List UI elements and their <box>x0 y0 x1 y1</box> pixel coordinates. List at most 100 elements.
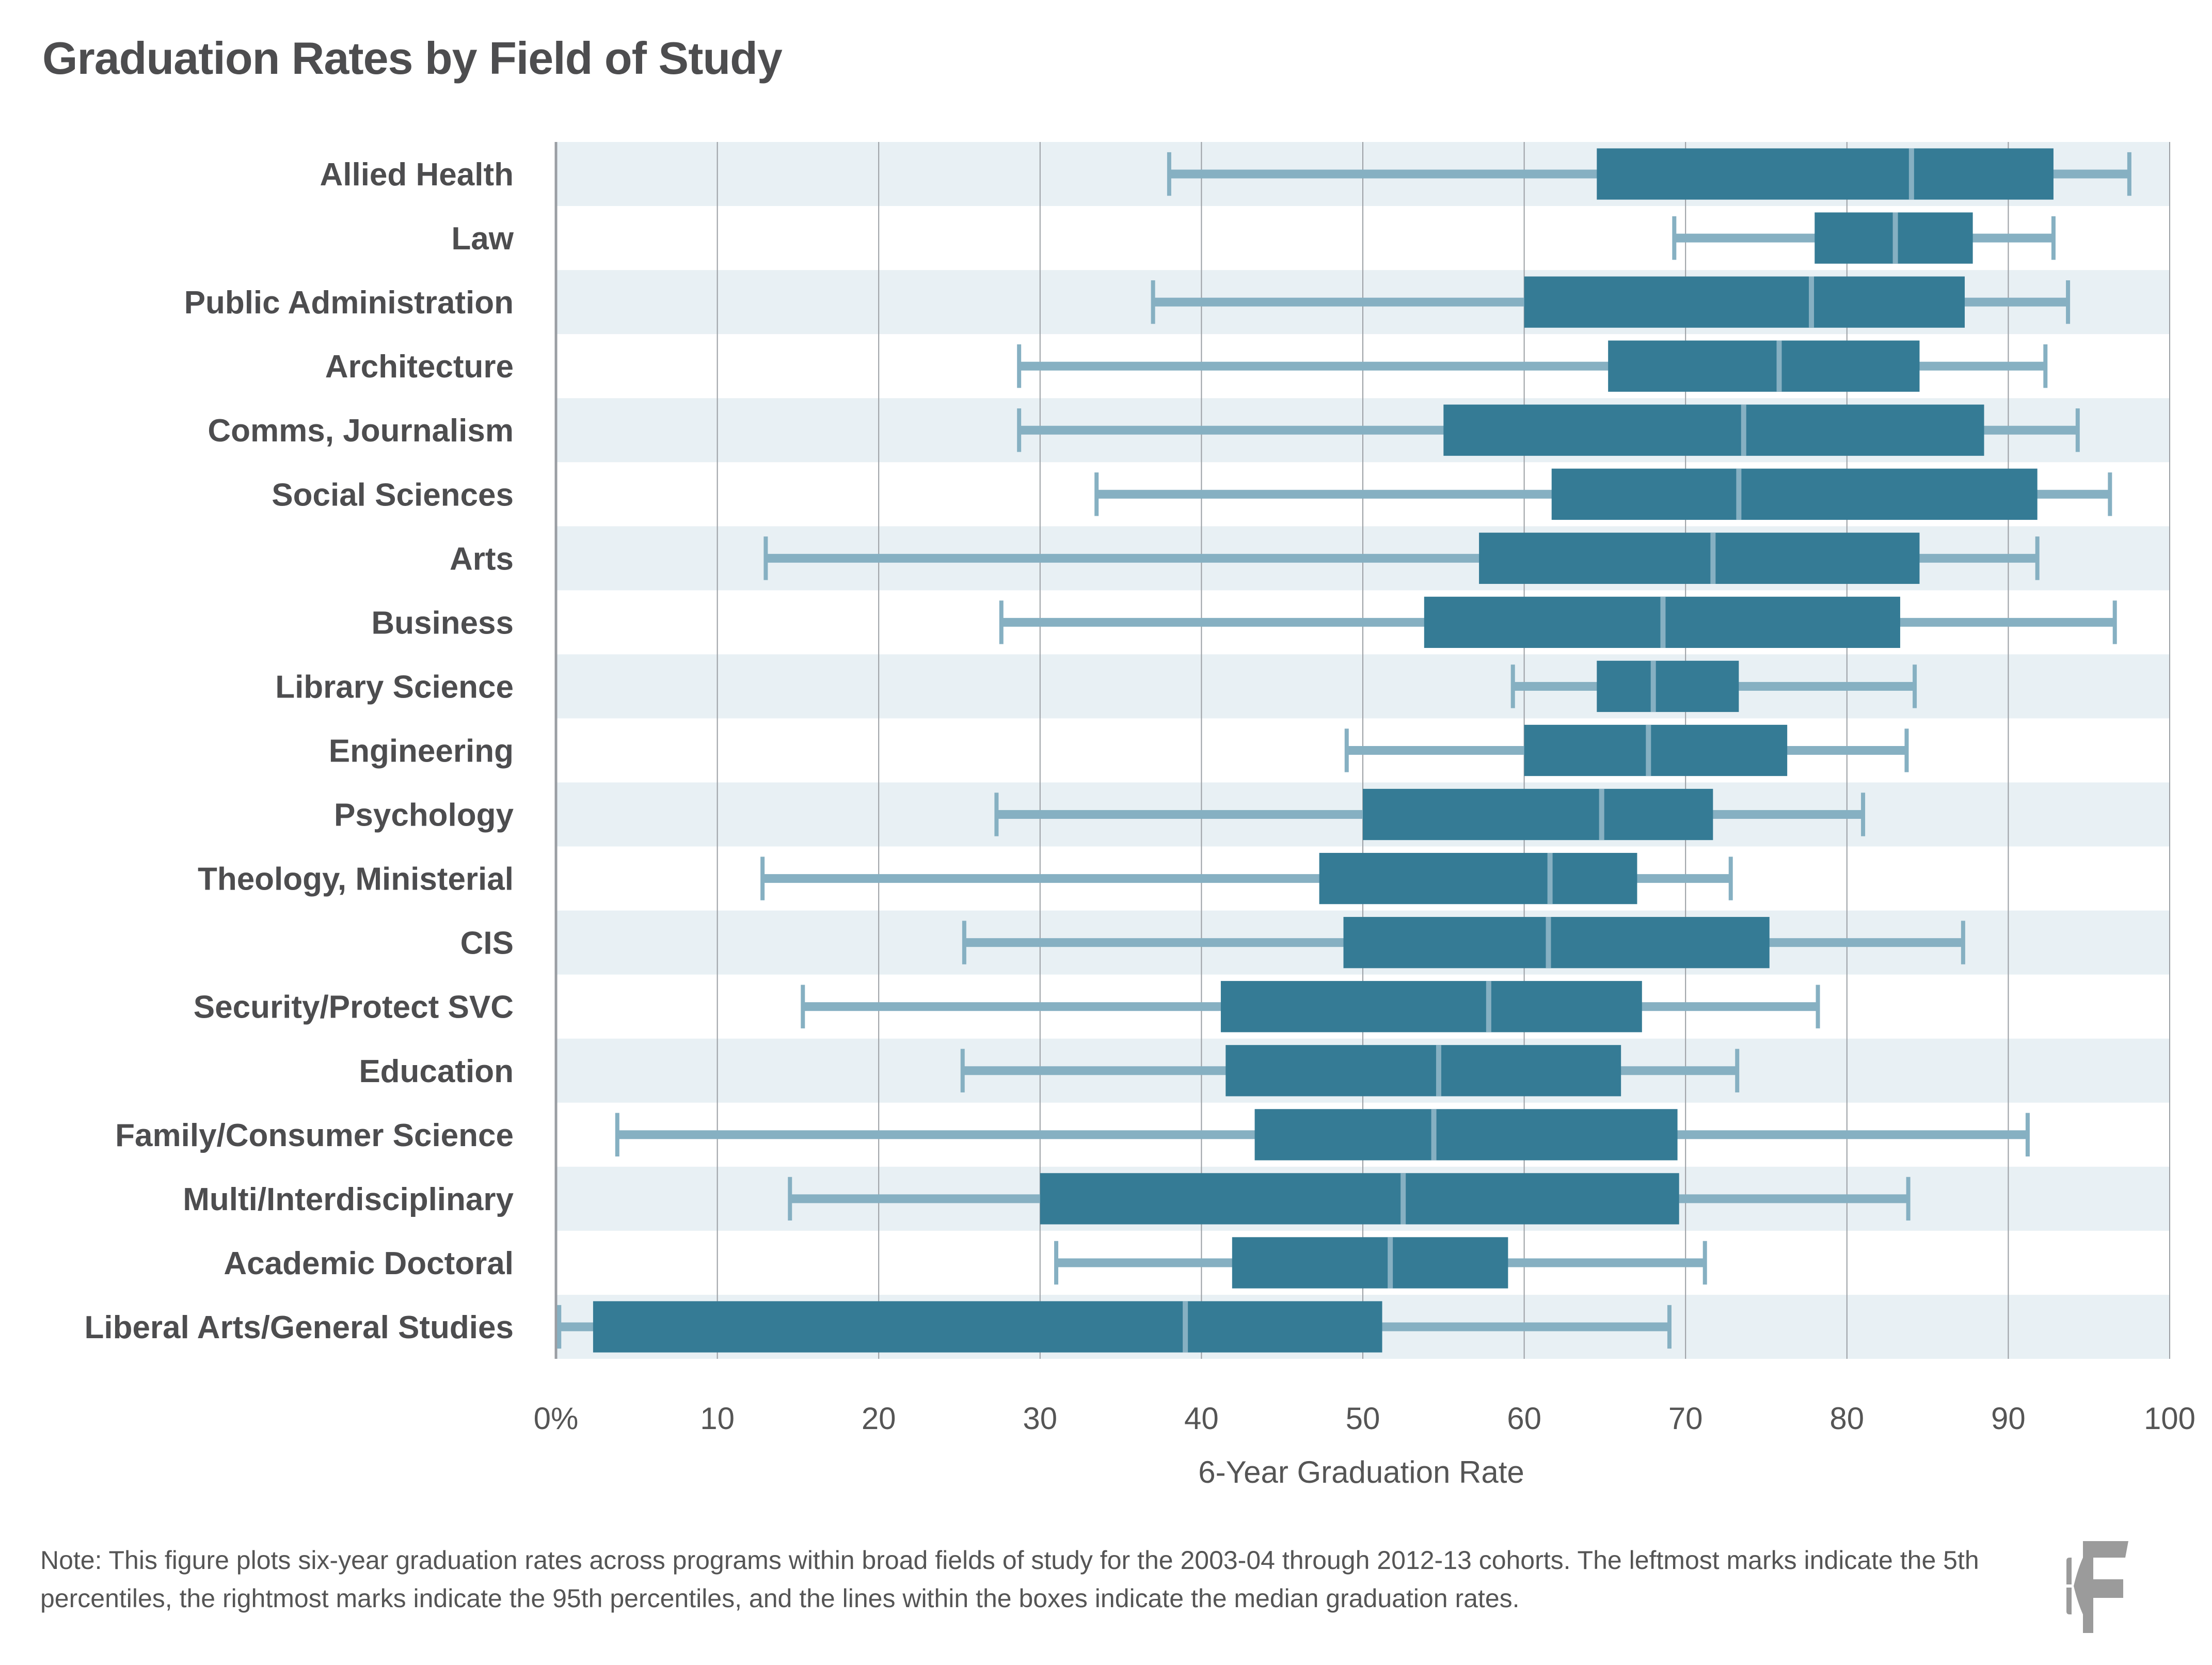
median-line <box>1547 852 1553 905</box>
iqr-box <box>1597 660 1739 712</box>
whisker-cap-p5 <box>615 1113 619 1156</box>
median-line <box>1710 532 1716 584</box>
x-tick-label: 40 <box>1184 1401 1219 1436</box>
median-line <box>1741 404 1746 456</box>
chart-title: Graduation Rates by Field of Study <box>42 33 783 84</box>
whisker-cap-p95 <box>2112 600 2117 644</box>
iqr-box <box>1226 1045 1621 1097</box>
whisker-cap-p5 <box>1344 728 1349 772</box>
whisker-cap-p95 <box>1861 792 1866 836</box>
category-label: Business <box>371 605 514 641</box>
box-item <box>962 917 1965 969</box>
category-label: Comms, Journalism <box>208 413 514 449</box>
median-line <box>1431 1109 1437 1161</box>
x-tick-label: 80 <box>1829 1401 1864 1436</box>
category-label: Allied Health <box>320 157 514 193</box>
box-item <box>1017 340 2048 392</box>
whisker-cap-p95 <box>1667 1305 1672 1349</box>
x-tick-label: 0% <box>534 1401 579 1436</box>
whisker-cap-p5 <box>788 1177 792 1221</box>
iqr-box <box>1524 724 1788 776</box>
box-item <box>1017 404 2080 456</box>
iqr-box <box>1608 340 1920 392</box>
category-label: Psychology <box>334 798 514 833</box>
box-item <box>1672 212 2056 264</box>
whisker-cap-p5 <box>557 1305 562 1349</box>
median-line <box>1809 276 1815 328</box>
whisker-cap-p95 <box>1816 985 1820 1028</box>
whisker-cap-p95 <box>1904 728 1909 772</box>
category-label: Law <box>451 221 514 257</box>
box-item <box>1510 660 1917 712</box>
box-item <box>1151 276 2071 328</box>
median-line <box>1908 148 1914 200</box>
whisker-cap-p5 <box>960 1049 965 1092</box>
box-series <box>557 148 2131 1353</box>
iqr-box <box>1363 788 1713 841</box>
box-item <box>557 1301 1672 1353</box>
whisker-cap-p5 <box>994 792 999 836</box>
x-tick-label: 60 <box>1507 1401 1541 1436</box>
category-label: Arts <box>450 541 514 577</box>
box-item <box>1167 148 2131 200</box>
median-line <box>1650 660 1656 712</box>
category-label: Library Science <box>275 669 514 705</box>
iqr-box <box>1443 404 1984 456</box>
footnote: Note: This figure plots six-year graduat… <box>40 1546 1979 1613</box>
category-label: Architecture <box>325 349 514 385</box>
median-line <box>1436 1045 1441 1097</box>
iqr-box <box>1597 148 2054 200</box>
iqr-box <box>1319 852 1637 905</box>
iqr-box <box>1220 981 1642 1033</box>
category-label: Social Sciences <box>272 477 514 513</box>
whisker-cap-p95 <box>2127 152 2131 196</box>
x-tick-labels: 0% 10 20 30 40 50 60 70 80 90 100 <box>534 1401 2195 1436</box>
iqr-box <box>1524 276 1965 328</box>
bf-logo-icon <box>2066 1541 2128 1633</box>
median-line <box>1183 1301 1188 1353</box>
whisker-cap-p5 <box>999 600 1004 644</box>
median-line <box>1660 596 1666 648</box>
box-item <box>1094 468 2112 520</box>
median-line <box>1401 1173 1406 1225</box>
category-label: Education <box>359 1054 514 1089</box>
x-tick-label: 30 <box>1023 1401 1057 1436</box>
whisker-cap-p95 <box>1913 664 1917 708</box>
category-label: Academic Doctoral <box>224 1246 514 1281</box>
iqr-box <box>1343 917 1770 969</box>
whisker-cap-p5 <box>962 921 966 964</box>
box-item <box>615 1109 2030 1161</box>
whisker-cap-p95 <box>2043 344 2048 388</box>
x-axis-title: 6-Year Graduation Rate <box>1198 1455 1524 1489</box>
category-labels: Allied Health Law Public Administration Arc… <box>84 157 514 1345</box>
x-tick-label: 100 <box>2144 1401 2195 1436</box>
iqr-box <box>1479 532 1920 584</box>
category-label: Public Administration <box>184 285 514 321</box>
x-tick-label: 10 <box>700 1401 735 1436</box>
category-label: Family/Consumer Science <box>115 1118 514 1153</box>
median-line <box>1892 212 1898 264</box>
whisker-cap-p95 <box>1735 1049 1740 1092</box>
box-item <box>801 981 1820 1033</box>
category-label: Engineering <box>329 734 514 769</box>
whisker-cap-p5 <box>1672 216 1677 260</box>
iqr-box <box>1232 1237 1508 1289</box>
x-tick-label: 20 <box>862 1401 896 1436</box>
iqr-box <box>1254 1109 1678 1161</box>
whisker-cap-p95 <box>1728 857 1733 900</box>
whisker-cap-p95 <box>1702 1241 1707 1285</box>
median-line <box>1736 468 1742 520</box>
iqr-box <box>593 1301 1382 1353</box>
median-line <box>1546 917 1551 969</box>
box-item <box>763 532 2040 584</box>
whisker-cap-p95 <box>1906 1177 1911 1221</box>
box-item <box>1054 1237 1707 1289</box>
whisker-cap-p5 <box>1094 472 1099 516</box>
whisker-cap-p95 <box>2075 408 2080 452</box>
whisker-cap-p5 <box>1017 408 1022 452</box>
box-item <box>760 852 1733 905</box>
category-label: Liberal Arts/General Studies <box>84 1310 514 1345</box>
median-line <box>1776 340 1782 392</box>
category-label: CIS <box>460 926 514 961</box>
